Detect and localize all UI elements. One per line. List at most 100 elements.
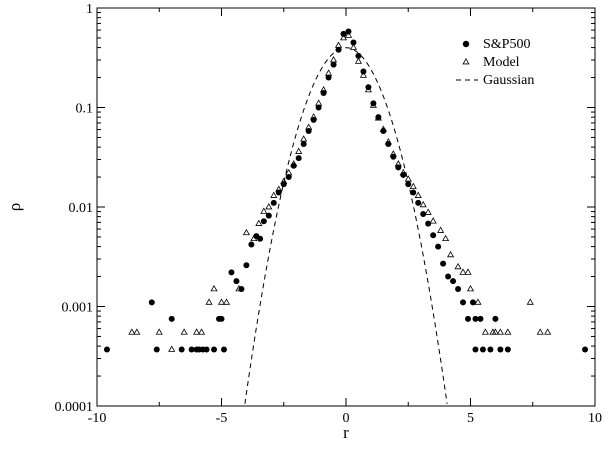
sp500-point (472, 346, 479, 353)
sp500-point (479, 346, 486, 353)
x-axis-label: r (343, 423, 349, 442)
legend: S&P500 Model Gaussian (456, 37, 534, 88)
sp500-point (345, 28, 352, 35)
model-point (459, 268, 467, 275)
model-point (474, 298, 482, 305)
sp500-point (370, 100, 377, 107)
model-point (133, 328, 141, 335)
sp500-point (275, 189, 282, 196)
model-point (198, 328, 206, 335)
sp500-point (450, 278, 457, 285)
x-tick-label: 10 (588, 411, 602, 426)
sp500-point (350, 39, 357, 46)
model-point (295, 147, 303, 154)
sp500-point (290, 162, 297, 169)
sp500-point (430, 232, 437, 239)
sp500-point (492, 315, 499, 322)
model-point (414, 191, 422, 198)
sp500-point (315, 104, 322, 111)
model-point (447, 250, 455, 258)
model-point (334, 41, 343, 48)
model-point (270, 191, 278, 198)
model-point (481, 328, 490, 335)
sp500-point (233, 278, 240, 285)
y-tick-label: 0.01 (69, 201, 94, 216)
model-point (429, 217, 437, 224)
y-axis-label: ρ (5, 203, 24, 211)
sp500-point (257, 235, 264, 242)
sp500-point (148, 299, 155, 306)
sp500-point (445, 273, 452, 280)
legend-label-sp500: S&P500 (483, 37, 530, 52)
model-point (205, 298, 213, 305)
sp500-point (238, 285, 245, 292)
sp500-point (385, 140, 392, 147)
model-point (193, 328, 201, 335)
sp500-point (265, 212, 272, 219)
data-points (103, 28, 589, 353)
model-point (260, 207, 268, 214)
sp500-point (220, 346, 227, 353)
sp500-point (103, 346, 110, 353)
model-point (496, 328, 504, 335)
sp500-point (305, 128, 312, 135)
sp500-point (365, 84, 372, 91)
model-point (536, 328, 544, 335)
sp500-point (425, 220, 432, 227)
model-point (354, 57, 363, 64)
sp500-point (228, 269, 235, 276)
model-point (180, 328, 188, 335)
sp500-point (469, 299, 476, 306)
model-point (454, 262, 462, 270)
legend-marker-sp500 (462, 40, 470, 48)
sp500-point (295, 155, 302, 162)
model-point (344, 31, 353, 38)
y-tick-label: 0.1 (76, 102, 94, 117)
model-point (419, 200, 427, 208)
sp500-point (405, 181, 412, 188)
model-point (339, 33, 348, 41)
sp500-point (380, 128, 387, 135)
sp500-point (420, 211, 427, 218)
model-point (155, 328, 163, 335)
model-point (329, 56, 338, 63)
model-point (491, 328, 499, 335)
model-point (222, 298, 231, 305)
legend-label-model: Model (483, 55, 520, 70)
model-point (255, 219, 263, 226)
sp500-point (582, 346, 589, 353)
sp500-point (310, 116, 317, 123)
model-point (300, 135, 308, 142)
sp500-point (465, 315, 472, 322)
sp500-point (455, 285, 462, 292)
sp500-point (340, 30, 347, 37)
sp500-point (203, 346, 210, 353)
sp500-point (375, 114, 382, 121)
model-point (128, 328, 136, 335)
sp500-point (325, 74, 332, 81)
legend-marker-model (462, 57, 470, 65)
y-tick-label: 0.0001 (55, 400, 94, 415)
model-point (242, 228, 250, 236)
model-point (424, 208, 432, 215)
sp500-point (335, 46, 342, 53)
sp500-point (440, 260, 447, 267)
sp500-point (300, 140, 307, 147)
model-point (442, 234, 450, 242)
model-point (349, 43, 358, 50)
sp500-point (285, 174, 292, 181)
sp500-point (211, 346, 218, 353)
model-point (437, 226, 445, 233)
model-point (217, 298, 226, 305)
sp500-point (410, 189, 417, 196)
sp500-point (395, 164, 402, 171)
model-point (464, 268, 472, 275)
model-point (544, 328, 552, 335)
sp500-point (487, 346, 494, 353)
model-point (504, 328, 512, 335)
sp500-point (355, 52, 362, 59)
sp500-point (360, 68, 367, 75)
sp500-point (248, 241, 255, 248)
sp500-point (188, 346, 195, 353)
